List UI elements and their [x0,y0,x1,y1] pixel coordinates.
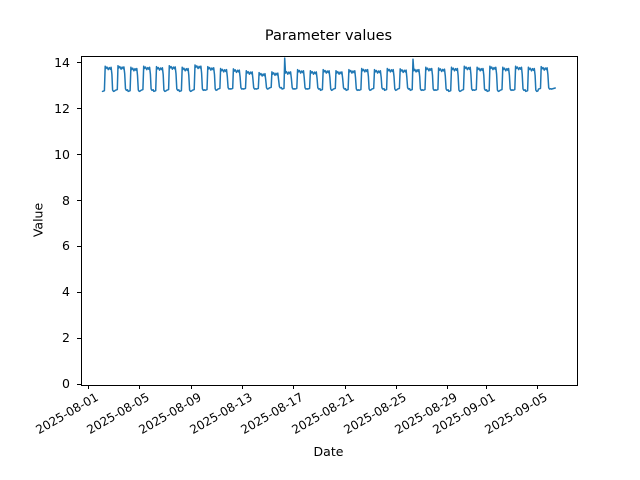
y-tick-mark [77,154,81,156]
y-tick-label: 8 [62,192,70,208]
y-tick-label: 12 [54,100,70,116]
x-tick-mark [139,385,141,389]
y-tick-mark [77,245,81,247]
plot-area [81,56,578,386]
y-axis-label: Value [30,202,46,238]
x-tick-mark [293,385,295,389]
y-tick-mark [77,383,81,385]
series-line [101,57,556,93]
y-tick-mark [77,337,81,339]
chart-title: Parameter values [264,28,393,44]
y-tick-label: 4 [62,284,70,300]
x-tick-mark [537,385,539,389]
y-tick-label: 2 [62,330,70,346]
y-tick-label: 0 [62,376,70,391]
x-tick-mark [88,385,90,389]
y-tick-mark [77,62,81,64]
y-tick-mark [77,200,81,201]
series-svg [101,57,556,93]
x-tick-mark [242,385,244,389]
x-tick-mark [485,385,487,389]
y-tick-mark [77,108,81,110]
x-tick-mark [344,385,346,389]
x-axis-label: Date [313,444,344,459]
y-tick-label: 6 [62,238,70,254]
y-tick-label: 10 [54,146,70,162]
x-tick-mark [447,385,449,389]
x-tick-mark [395,385,397,389]
y-tick-label: 14 [54,54,70,70]
y-tick-mark [77,291,81,293]
x-tick-mark [190,385,192,389]
